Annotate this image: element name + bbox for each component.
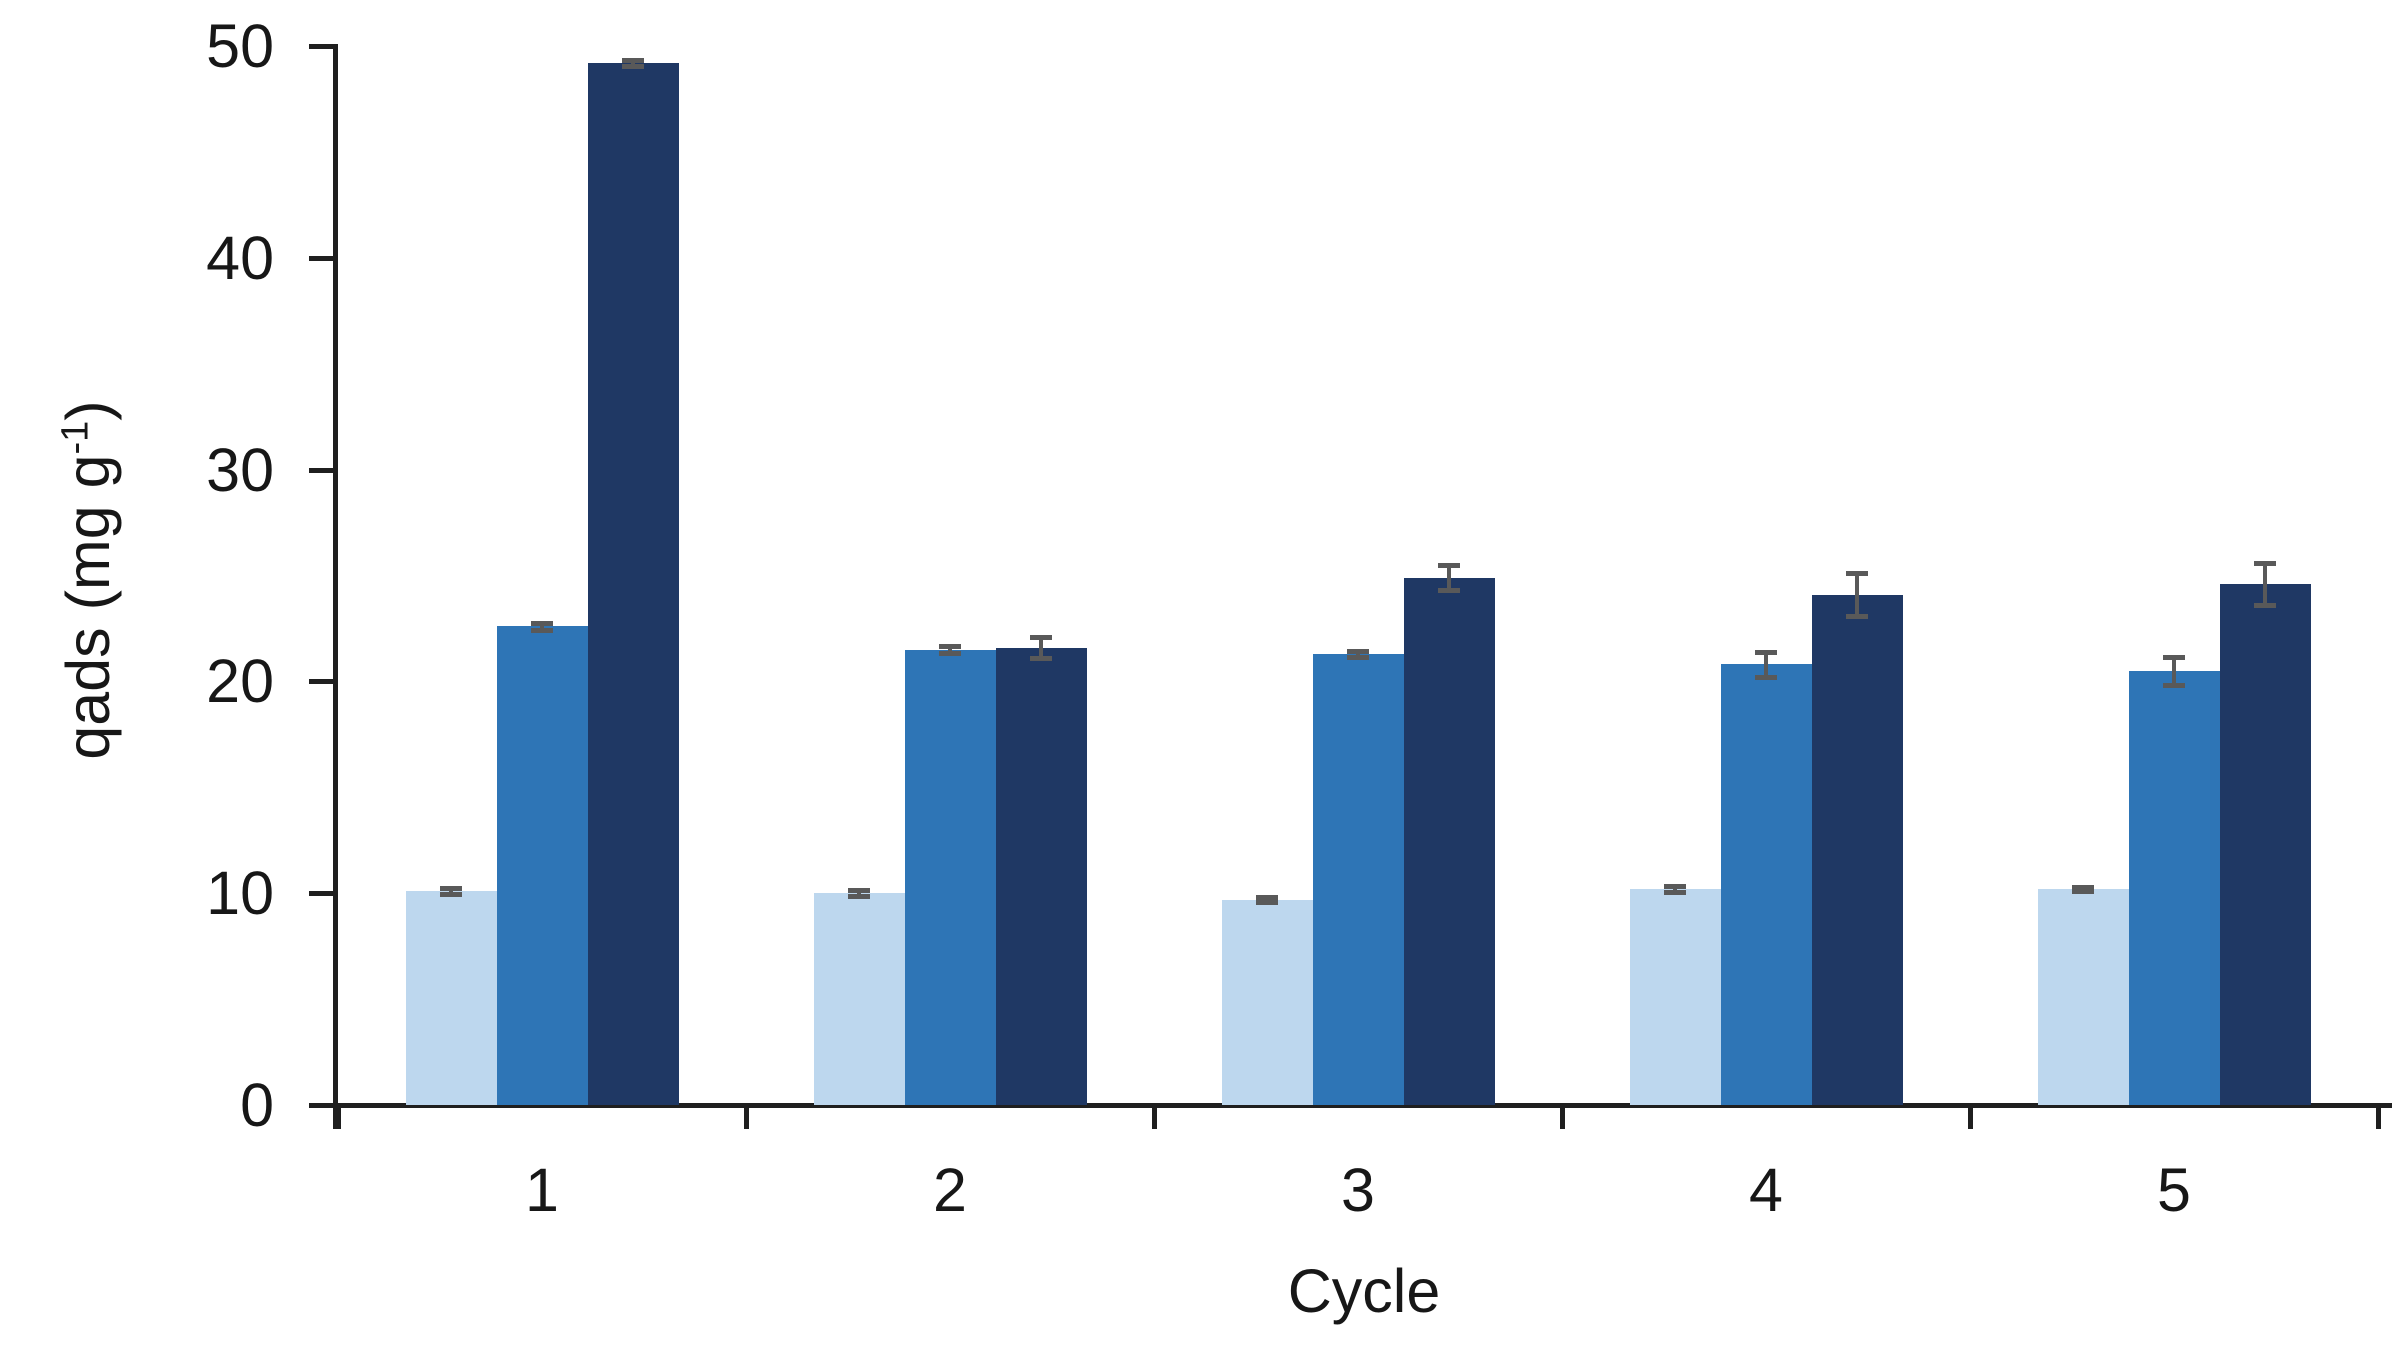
error-bar-line [1356,650,1360,658]
error-bar-line [631,59,635,67]
error-bar-bottom-cap [1664,890,1686,896]
bar-light-blue-series-cycle-5 [2037,888,2129,1105]
error-bar-bottom-cap [531,627,553,633]
y-tick-label: 0 [240,1071,274,1139]
y-tick-label: 50 [206,12,274,80]
x-category-label: 5 [2157,1156,2191,1224]
y-tick-label: 30 [206,435,274,504]
bar-light-blue-series-cycle-2 [813,893,905,1105]
y-tick [309,1103,338,1108]
x-category-label: 1 [525,1156,559,1224]
x-category-label: 2 [933,1156,967,1224]
x-category-label: 4 [1749,1156,1783,1224]
error-bar-bottom-cap [1030,656,1052,662]
bar-light-blue-series-cycle-4 [1629,888,1721,1105]
y-tick [309,255,338,261]
x-tick [1152,1105,1157,1129]
error-bar-bottom-cap [2072,889,2094,895]
error-bar-top-cap [1664,883,1686,889]
bar-dark-navy-series-cycle-1 [587,62,679,1105]
error-bar-top-cap [1347,648,1369,654]
x-tick [336,1105,341,1129]
error-bar-top-cap [2163,655,2185,661]
bar-light-blue-series-cycle-3 [1221,899,1313,1105]
error-bar-bottom-cap [1755,675,1777,681]
bar-medium-blue-series-cycle-5 [2128,670,2220,1105]
error-bar-line [948,646,952,653]
y-tick [309,891,338,897]
bar-dark-navy-series-cycle-2 [995,647,1087,1105]
error-bar-line [1447,564,1451,591]
bar-medium-blue-series-cycle-2 [904,649,996,1105]
y-tick-label: 40 [206,223,274,292]
error-bar-line [1855,573,1859,616]
error-bar-line [2172,657,2176,685]
bar-dark-navy-series-cycle-3 [1403,577,1495,1105]
error-bar-line [540,623,544,630]
y-tick-label: 20 [206,647,274,716]
error-bar-top-cap [2072,884,2094,890]
error-bar-line [2263,562,2267,606]
bar-dark-navy-series-cycle-5 [2219,583,2311,1105]
error-bar-top-cap [440,885,462,891]
y-tick [309,44,338,49]
x-tick [2376,1105,2381,1129]
error-bar-bottom-cap [1347,655,1369,661]
y-axis-title: qads (mg g-1) [53,280,123,880]
error-bar-top-cap [1256,895,1278,901]
error-bar-top-cap [1846,571,1868,577]
error-bar-line [1673,885,1677,893]
x-tick [1560,1105,1565,1129]
error-bar-bottom-cap [1846,613,1868,619]
error-bar-bottom-cap [1256,899,1278,905]
bar-medium-blue-series-cycle-4 [1720,664,1812,1105]
y-axis-title-close: ) [54,400,122,421]
bar-dark-navy-series-cycle-4 [1811,594,1903,1105]
bar-medium-blue-series-cycle-1 [496,626,588,1105]
x-category-label: 3 [1341,1156,1375,1224]
error-bar-top-cap [1030,634,1052,640]
bar-light-blue-series-cycle-1 [405,891,497,1105]
y-axis-line [333,46,338,1129]
x-tick [1968,1105,1973,1129]
error-bar-bottom-cap [1438,588,1460,594]
error-bar-line [1764,651,1768,678]
y-tick [309,467,338,473]
error-bar-line [1039,636,1043,659]
bar-medium-blue-series-cycle-3 [1312,653,1404,1105]
error-bar-line [857,890,861,897]
y-tick-label: 10 [206,859,274,928]
y-tick [309,679,338,685]
error-bar-line [449,887,453,895]
error-bar-bottom-cap [2254,603,2276,609]
error-bar-top-cap [1438,562,1460,568]
error-bar-top-cap [939,644,961,650]
error-bar-top-cap [531,621,553,627]
x-axis-title: Cycle [1287,1257,1441,1325]
error-bar-top-cap [2254,560,2276,566]
error-bar-top-cap [622,57,644,63]
error-bar-bottom-cap [440,892,462,898]
error-bar-bottom-cap [848,894,870,900]
error-bar-bottom-cap [2163,682,2185,688]
error-bar-top-cap [1755,649,1777,655]
x-axis-line [309,1103,2392,1108]
error-bar-bottom-cap [622,64,644,70]
x-tick [744,1105,749,1129]
error-bar-top-cap [848,888,870,894]
error-bar-bottom-cap [939,650,961,656]
